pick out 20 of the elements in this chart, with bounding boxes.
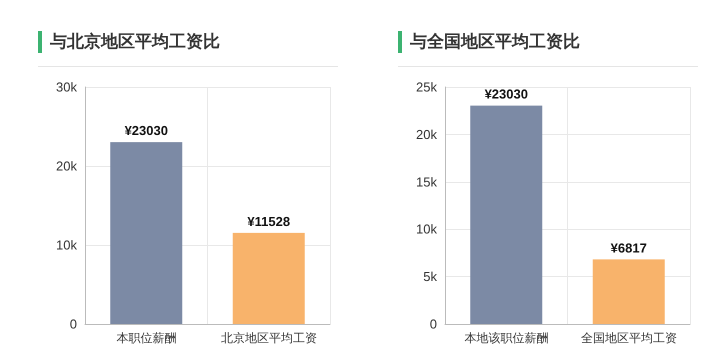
x-tick-label: 全国地区平均工资 — [580, 331, 677, 345]
data-label: ¥11528 — [247, 214, 290, 229]
y-tick-label: 0 — [70, 316, 77, 332]
data-label: ¥23030 — [484, 86, 528, 102]
x-tick-label: 北京地区平均工资 — [220, 331, 317, 345]
data-label: ¥6817 — [610, 240, 647, 256]
data-label: ¥23030 — [124, 123, 168, 138]
y-tick-label: 20k — [416, 126, 438, 142]
y-tick-label: 20k — [56, 158, 78, 174]
y-tick-label: 15k — [416, 174, 438, 190]
y-tick-label: 25k — [416, 80, 438, 94]
x-tick-label: 本地该职位薪酬 — [464, 331, 548, 345]
y-tick-label: 10k — [56, 238, 78, 252]
chart-title: 与北京地区平均工资比 — [50, 31, 220, 53]
y-tick-label: 10k — [416, 222, 438, 237]
x-tick-label: 本职位薪酬 — [116, 331, 176, 345]
y-tick-label: 30k — [56, 80, 78, 94]
y-tick-label: 5k — [423, 269, 438, 284]
y-tick-label: 0 — [430, 316, 437, 332]
chart-title: 与全国地区平均工资比 — [410, 31, 580, 53]
